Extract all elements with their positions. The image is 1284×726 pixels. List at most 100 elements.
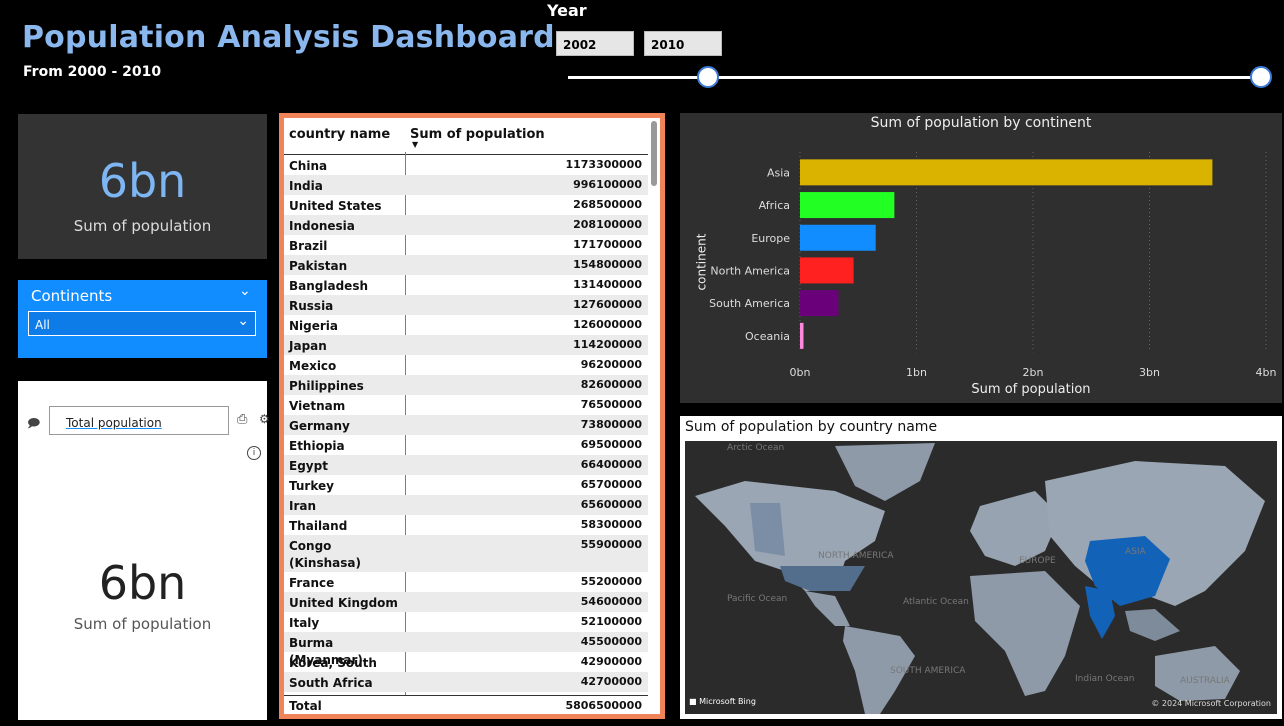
scrollbar-thumb[interactable] [651,121,657,186]
population-cell: 1173300000 [565,158,642,171]
table-row[interactable]: India 996100000 [284,175,648,195]
chat-icon[interactable]: 🗩 [27,416,41,430]
table-row[interactable]: Burma (Myanmar) 45500000 [284,632,648,667]
sort-descending-icon: ▼ [412,140,419,149]
bar-europe[interactable] [800,224,876,251]
continents-dropdown[interactable]: All ⌄ [28,311,256,336]
population-cell: 69500000 [580,438,642,451]
population-cell: 65700000 [580,478,642,491]
population-cell: 126000000 [573,318,642,331]
land-north-america [695,481,885,591]
slicer-title: Continents [31,287,113,305]
population-cell: 114200000 [573,338,642,351]
country-name-cell: Thailand [289,519,348,533]
country-name-cell: Burma (Myanmar) [289,636,363,667]
table-row[interactable]: Pakistan 154800000 [284,255,648,275]
country-name-cell: India [289,179,323,193]
year-start-input[interactable]: 2002 [556,31,634,56]
year-slider-start-handle[interactable] [697,66,719,88]
column-header-country[interactable]: country name [289,127,391,142]
map-label: Atlantic Ocean [903,597,969,607]
map-label: Pacific Ocean [727,594,788,604]
table-row[interactable]: Russia 127600000 [284,295,648,315]
continent-bar-chart: Sum of population by continent continent… [680,113,1282,403]
table-row[interactable]: Turkey 65700000 [284,475,648,495]
map-canvas[interactable]: Arctic Ocean NORTH AMERICA EUROPE ASIA P… [685,441,1277,714]
x-tick-label: 3bn [1139,366,1160,379]
table-row[interactable]: China 1173300000 [284,155,648,175]
country-name-cell: South Africa [289,676,373,690]
table-row[interactable]: United Kingdom 54600000 [284,592,648,612]
table-row[interactable]: Indonesia 208100000 [284,215,648,235]
table-row[interactable]: Nigeria 126000000 [284,315,648,335]
info-icon[interactable]: i [247,446,261,460]
map-title: Sum of population by country name [685,419,938,435]
table-scrollbar[interactable] [648,118,660,714]
share-icon[interactable]: ⎙ [237,412,248,427]
chevron-down-icon: ⌄ [237,313,249,329]
table-row[interactable]: Vietnam 76500000 [284,395,648,415]
land-se-asia [1125,609,1180,641]
country-name-cell: Mexico [289,359,337,373]
year-slider-end-handle[interactable] [1250,66,1272,88]
table-row[interactable]: Japan 114200000 [284,335,648,355]
table-row[interactable]: Egypt 66400000 [284,455,648,475]
y-tick-label: Oceania [745,330,790,343]
chart-title: Sum of population by continent [870,115,1092,131]
y-tick-label: North America [710,264,790,277]
country-name-cell: Nigeria [289,319,339,333]
population-cell: 42900000 [580,655,642,668]
qa-result-value: 6bn [98,556,187,610]
population-cell: 66400000 [580,458,642,471]
year-slicer-label: Year [547,1,587,20]
table-row[interactable]: Philippines 82600000 [284,375,648,395]
country-population-table: country name Sum of population ▼ China 11… [279,113,665,719]
bar-asia[interactable] [800,159,1213,186]
population-cell: 45500000 [580,635,642,648]
bar-oceania[interactable] [800,322,804,349]
table-row[interactable]: Mexico 96200000 [284,355,648,375]
country-name-cell: China [289,159,328,173]
map-label: Arctic Ocean [727,443,785,453]
table-row[interactable]: Thailand 58300000 [284,515,648,535]
population-cell: 268500000 [573,198,642,211]
page-subtitle: From 2000 - 2010 [23,64,162,80]
qa-question-input[interactable]: Total population [49,406,229,435]
table-row[interactable]: Korea, South 42900000 [284,652,648,672]
country-name-cell: Germany [289,419,350,433]
bar-south-america[interactable] [800,290,839,317]
y-tick-label: Asia [767,166,790,179]
table-total-row: Total 5806500000 [284,695,648,714]
table-row[interactable]: Italy 52100000 [284,612,648,632]
country-name-cell: Philippines [289,379,364,393]
country-name-cell: France [289,576,335,590]
table-row[interactable]: France 55200000 [284,572,648,592]
table-body: China 1173300000 India 996100000 United Stat… [284,155,648,692]
table-row[interactable]: Bangladesh 131400000 [284,275,648,295]
land-india [1085,586,1115,639]
table-row[interactable]: Congo (Kinshasa) 55900000 [284,535,648,572]
table-row[interactable]: Brazil 171700000 [284,235,648,255]
bar-north-america[interactable] [800,257,854,284]
land-china [1085,536,1170,606]
chevron-down-icon[interactable]: ⌄ [239,283,251,299]
year-end-input[interactable]: 2010 [644,31,722,56]
table-row[interactable]: United States 268500000 [284,195,648,215]
year-slider-track[interactable] [568,76,1262,79]
gear-icon[interactable]: ⚙ [259,412,270,426]
x-tick-label: 2bn [1023,366,1044,379]
table-row[interactable]: Germany 73800000 [284,415,648,435]
table-row[interactable]: Ethiopia 69500000 [284,435,648,455]
map-label: ASIA [1125,547,1146,557]
bar-africa[interactable] [800,192,895,219]
population-cell: 127600000 [573,298,642,311]
country-name-cell: Indonesia [289,219,355,233]
y-tick-label: Africa [759,199,790,212]
table-row[interactable]: South Africa 42700000 [284,672,648,692]
column-header-population[interactable]: Sum of population [410,127,545,142]
table-row[interactable]: Iran 65600000 [284,495,648,515]
bing-attribution: Microsoft Bing [699,697,756,706]
population-cell: 55900000 [580,538,642,551]
x-axis-label: Sum of population [971,382,1091,397]
country-name-cell: Korea, South [289,656,377,670]
